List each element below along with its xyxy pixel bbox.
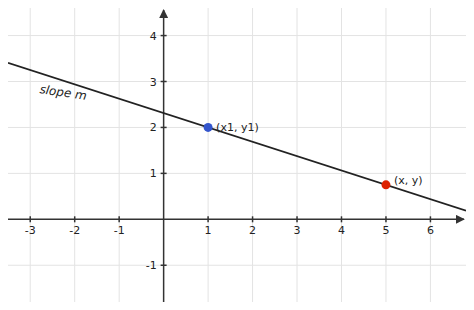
chart: -3 -2 -1 1 2 3 4 5 6 -1 1 2 3 4 (x1, y1) (x, y) slope m — [0, 0, 474, 310]
grid-line-x — [430, 8, 431, 302]
x-tick — [118, 216, 120, 222]
marks — [8, 63, 466, 211]
y-tick-label: 3 — [150, 76, 157, 89]
y-tick-label: -1 — [146, 259, 157, 272]
y-tick — [161, 127, 167, 129]
x-tick — [207, 216, 209, 222]
y-tick — [161, 173, 167, 175]
x-tick-label: 6 — [427, 224, 434, 237]
y-axis — [163, 10, 165, 302]
axes: -3 -2 -1 1 2 3 4 5 6 -1 1 2 3 4 — [8, 10, 464, 302]
x-tick-label: 1 — [205, 224, 212, 237]
x-tick — [29, 216, 31, 222]
y-tick — [161, 265, 167, 267]
annotations: (x1, y1) (x, y) slope m — [39, 82, 423, 187]
point — [204, 123, 213, 132]
y-tick — [161, 81, 167, 83]
x-tick — [296, 216, 298, 222]
grid-line-x — [297, 8, 298, 302]
y-tick-label: 4 — [150, 30, 157, 43]
y-tick — [161, 35, 167, 37]
grid-line-x — [74, 8, 75, 302]
x-tick — [341, 216, 343, 222]
x-tick — [74, 216, 76, 222]
grid-line-y — [8, 265, 466, 266]
x-tick — [252, 216, 254, 222]
y-tick-label: 2 — [150, 121, 157, 134]
grid-line-x — [341, 8, 342, 302]
point-label: (x, y) — [394, 174, 423, 187]
x-tick-label: 3 — [294, 224, 301, 237]
slope-label: slope m — [39, 82, 88, 103]
chart-container: -3 -2 -1 1 2 3 4 5 6 -1 1 2 3 4 (x1, y1) (x, y) slope m — [0, 0, 474, 310]
grid-line-x — [30, 8, 31, 302]
grid-line-x — [208, 8, 209, 302]
x-tick-label: -1 — [114, 224, 125, 237]
x-tick — [385, 216, 387, 222]
x-tick-label: -3 — [25, 224, 36, 237]
grid-line-x — [119, 8, 120, 302]
point — [381, 180, 390, 189]
grid-line-y — [8, 81, 466, 82]
x-tick-label: -2 — [69, 224, 80, 237]
x-axis — [8, 219, 464, 221]
grid-line-x — [252, 8, 253, 302]
x-tick-label: 2 — [249, 224, 256, 237]
y-tick-label: 1 — [150, 167, 157, 180]
x-tick-label: 4 — [338, 224, 345, 237]
grid — [8, 8, 466, 302]
grid-line-y — [8, 35, 466, 36]
point-label: (x1, y1) — [216, 121, 259, 134]
x-tick-label: 5 — [382, 224, 389, 237]
line — [8, 63, 466, 211]
grid-line-x — [385, 8, 386, 302]
x-tick — [430, 216, 432, 222]
